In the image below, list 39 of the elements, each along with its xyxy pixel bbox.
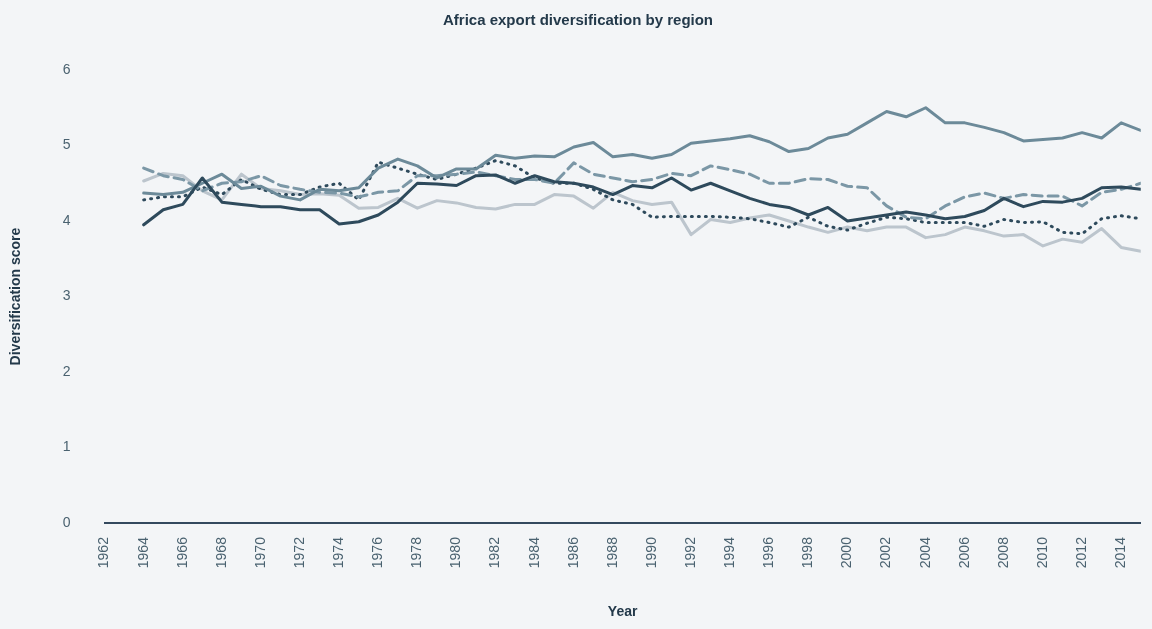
y-tick-label: 1 bbox=[62, 438, 71, 455]
chart-title: Africa export diversification by region bbox=[442, 11, 714, 29]
x-tick-label: 1974 bbox=[330, 536, 347, 569]
x-tick-label: 1962 bbox=[95, 536, 112, 569]
y-tick-label: 2 bbox=[62, 362, 71, 379]
y-tick-label: 4 bbox=[62, 211, 71, 228]
y-tick-label: 5 bbox=[62, 136, 71, 153]
x-tick-label: 2006 bbox=[955, 536, 972, 569]
x-tick-label: 1988 bbox=[603, 536, 620, 569]
x-tick-label: 1994 bbox=[721, 536, 738, 569]
y-tick-label: 0 bbox=[62, 513, 71, 530]
x-tick-label: 1978 bbox=[408, 536, 425, 569]
x-tick-label: 1984 bbox=[525, 536, 542, 569]
x-axis-title: Year bbox=[607, 603, 639, 620]
x-tick-label: 2010 bbox=[1033, 536, 1050, 569]
x-tick-label: 1964 bbox=[134, 536, 151, 569]
x-tick-label: 2008 bbox=[994, 536, 1011, 569]
x-tick-label: 2002 bbox=[877, 536, 894, 569]
x-tick-label: 2004 bbox=[916, 536, 933, 569]
x-tick-label: 1968 bbox=[212, 536, 229, 569]
x-tick-label: 1992 bbox=[681, 536, 698, 569]
y-axis-title: Diversification score bbox=[7, 227, 24, 366]
x-tick-label: 1970 bbox=[251, 536, 268, 569]
y-tick-label: 3 bbox=[62, 287, 71, 304]
x-tick-label: 1980 bbox=[447, 536, 464, 569]
x-tick-label: 2012 bbox=[1072, 536, 1089, 569]
x-tick-label: 1986 bbox=[564, 536, 581, 569]
line-series bbox=[142, 161, 1141, 221]
x-tick-label: 1976 bbox=[369, 536, 386, 569]
x-tick-label: 1996 bbox=[760, 536, 777, 569]
x-tick-label: 2014 bbox=[1112, 536, 1129, 569]
x-tick-label: 1990 bbox=[642, 536, 659, 569]
x-tick-label: 1982 bbox=[486, 536, 503, 569]
x-tick-label: 1966 bbox=[173, 536, 190, 569]
x-tick-label: 1998 bbox=[799, 536, 816, 569]
x-tick-label: 2000 bbox=[838, 536, 855, 569]
x-tick-label: 1972 bbox=[290, 536, 307, 569]
line-series bbox=[142, 159, 1141, 236]
y-tick-label: 6 bbox=[62, 60, 71, 77]
